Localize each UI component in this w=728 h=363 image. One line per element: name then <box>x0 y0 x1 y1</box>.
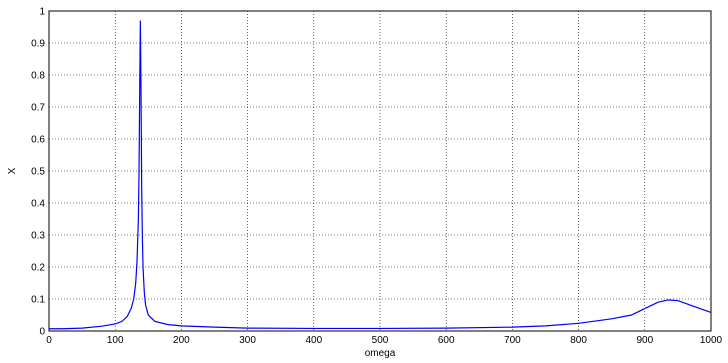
grid-lines <box>49 11 711 331</box>
y-tick-label: 0 <box>39 327 45 338</box>
x-tick-label: 1000 <box>700 335 723 346</box>
y-axis-label: X <box>7 167 18 174</box>
x-tick-label: 900 <box>636 335 653 346</box>
y-axis-ticks: 0 0.1 0.2 0.3 0.4 0.5 0.6 0.7 0.8 0.9 1 <box>31 7 45 338</box>
y-tick-label: 0.1 <box>31 295 45 306</box>
y-tick-label: 0.7 <box>31 103 45 114</box>
x-tick-label: 0 <box>46 335 52 346</box>
x-tick-label: 700 <box>504 335 521 346</box>
plot-frame <box>48 10 712 332</box>
y-tick-label: 0.2 <box>31 263 45 274</box>
x-tick-label: 600 <box>438 335 455 346</box>
x-tick-label: 200 <box>173 335 190 346</box>
y-tick-label: 0.3 <box>31 231 45 242</box>
x-tick-label: 100 <box>107 335 124 346</box>
y-tick-label: 1 <box>39 7 45 18</box>
x-tick-label: 500 <box>372 335 389 346</box>
x-axis-ticks: 0 100 200 300 400 500 600 700 800 900 1000 <box>46 335 722 346</box>
y-tick-label: 0.6 <box>31 135 45 146</box>
y-tick-label: 0.8 <box>31 71 45 82</box>
x-tick-label: 400 <box>305 335 322 346</box>
x-tick-label: 800 <box>570 335 587 346</box>
x-axis-label: omega <box>365 348 396 359</box>
y-tick-label: 0.9 <box>31 39 45 50</box>
series-line <box>49 20 712 330</box>
x-tick-label: 300 <box>239 335 256 346</box>
y-tick-label: 0.4 <box>31 199 45 210</box>
y-tick-label: 0.5 <box>31 167 45 178</box>
